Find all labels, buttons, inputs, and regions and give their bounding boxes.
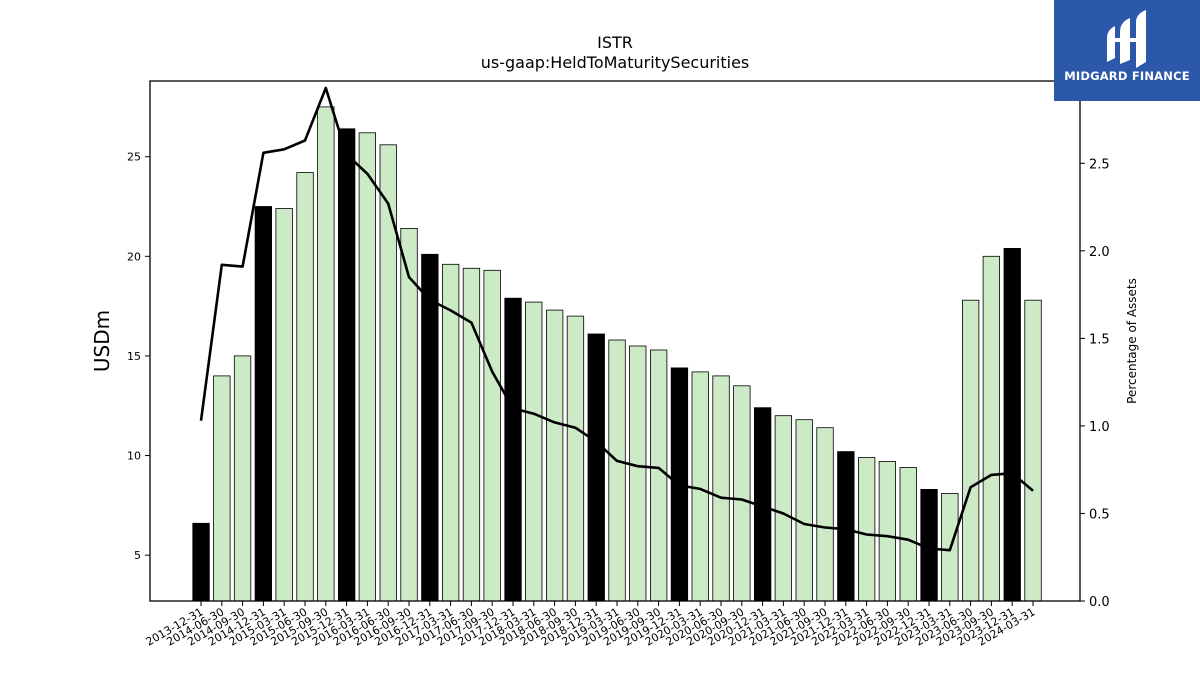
bar-2021-09-30 (816, 427, 834, 602)
bar-2020-09-30 (733, 385, 751, 602)
y2-tick-label: 2.5 (1089, 157, 1110, 172)
bar-2015-06-30 (296, 172, 314, 602)
bar-2015-09-30 (317, 106, 335, 602)
bar-2019-03-31 (608, 339, 626, 602)
bar-2015-03-31 (275, 208, 293, 602)
bar-2018-12-31 (587, 333, 605, 602)
bar-2020-06-30 (712, 375, 730, 602)
bar-2018-03-31 (525, 301, 543, 602)
bar-2021-12-31 (837, 451, 855, 602)
y-tick-label: 15 (127, 350, 141, 363)
y-tick-label: 20 (127, 250, 141, 263)
bar-2024-03-31 (1024, 299, 1042, 602)
bar-2017-12-31 (504, 297, 522, 602)
bar-2014-06-30 (213, 375, 231, 602)
bar-2021-03-31 (774, 415, 792, 602)
chart-title: ISTR (597, 33, 633, 52)
bar-2016-12-31 (421, 253, 439, 602)
axes: 5101520250.00.51.01.52.02.52013-12-31201… (127, 80, 1110, 649)
bar-2022-06-30 (878, 461, 896, 602)
bar-2014-09-30 (233, 355, 252, 602)
midgard-logo-icon (1107, 10, 1146, 68)
percentage-line (199, 86, 1034, 552)
bar-2019-06-30 (629, 345, 647, 602)
chart-subtitle: us-gaap:HeldToMaturitySecurities (481, 53, 750, 72)
bar-2013-12-31 (192, 522, 210, 602)
line-series (199, 86, 1034, 552)
bar-2017-09-30 (483, 269, 501, 602)
y2-tick-label: 0.0 (1089, 595, 1110, 610)
midgard-finance-logo: MIDGARD FINANCE (1054, 0, 1200, 101)
bar-series (192, 106, 1042, 602)
bar-2015-12-31 (337, 128, 356, 602)
y-axis-label: USDm (90, 310, 114, 372)
bar-2014-12-31 (254, 206, 273, 602)
logo-text: MIDGARD FINANCE (1064, 69, 1190, 83)
bar-2023-12-31 (1003, 247, 1021, 602)
y2-tick-label: 1.0 (1089, 420, 1110, 435)
bar-2022-03-31 (858, 457, 876, 602)
bar-2016-06-30 (379, 144, 397, 602)
y-tick-label: 5 (134, 549, 141, 562)
y2-tick-label: 2.0 (1089, 245, 1110, 260)
plot-frame (149, 80, 1081, 602)
bar-2023-09-30 (982, 255, 1000, 602)
bar-2022-09-30 (899, 467, 917, 602)
y2-tick-label: 1.5 (1089, 332, 1110, 347)
y-tick-label: 25 (127, 151, 141, 164)
bar-2018-09-30 (566, 315, 585, 602)
y2-axis-label: Percentage of Assets (1125, 278, 1139, 404)
bar-2016-03-31 (358, 132, 377, 602)
bar-2021-06-30 (795, 419, 813, 602)
bar-2023-06-30 (962, 299, 980, 602)
y-tick-label: 10 (127, 450, 141, 463)
bar-2019-09-30 (650, 349, 668, 602)
y2-tick-label: 0.5 (1089, 507, 1110, 522)
bar-2020-03-31 (691, 371, 709, 602)
bar-2018-06-30 (546, 309, 564, 602)
